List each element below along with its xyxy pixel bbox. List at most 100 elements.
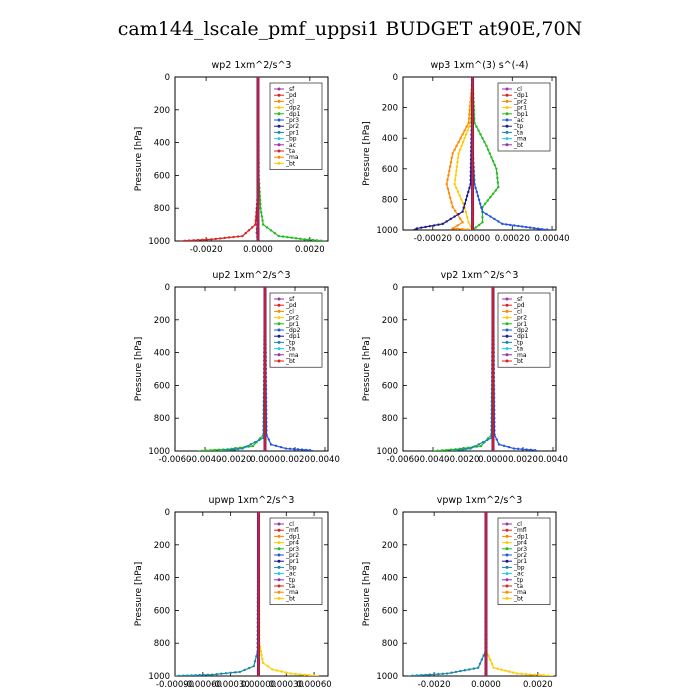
page-title: cam144_lscale_pmf_uppsi1 BUDGET at90E,70…: [117, 18, 583, 40]
series-point: [474, 186, 477, 190]
y-tick-label: 200: [154, 106, 170, 116]
legend: _cl_dp1_pr2_pr1_bp1_ac_tp_ta_ma_bt: [497, 82, 551, 152]
legend-marker: [505, 297, 509, 301]
series-point: [486, 199, 489, 202]
legend-marker: [505, 347, 509, 351]
legend-marker: [505, 137, 509, 141]
legend-marker: [505, 584, 509, 588]
legend-marker: [277, 99, 281, 103]
series-point: [260, 653, 263, 657]
series-point: [238, 670, 242, 674]
x-tick-label: 0.00000: [241, 680, 276, 690]
legend-label: _pr3: [285, 546, 299, 553]
legend-label: _sf: [285, 296, 295, 303]
x-tick-label: -0.0020: [219, 455, 252, 465]
legend-marker: [277, 149, 281, 153]
series-point: [486, 148, 490, 151]
x-tick-label: -0.0060: [387, 455, 420, 465]
series-point: [485, 212, 488, 216]
legend-marker: [505, 596, 509, 600]
y-tick-label: 600: [154, 171, 170, 181]
series-point: [493, 217, 496, 221]
series-point: [200, 449, 203, 451]
series-point: [529, 673, 532, 676]
legend-label: _pr2: [285, 123, 299, 130]
series-point: [286, 235, 289, 239]
series-point: [411, 674, 414, 676]
series-point: [271, 668, 274, 671]
series-point: [445, 448, 448, 451]
y-tick-label: 0: [393, 283, 398, 293]
series-point: [483, 140, 486, 144]
series-point: [545, 228, 549, 230]
series-point: [445, 672, 449, 675]
x-tick-label: 0.00020: [495, 234, 530, 244]
series-point: [267, 438, 270, 441]
series-point: [512, 447, 516, 450]
y-tick-label: 600: [154, 606, 170, 616]
series-point: [420, 226, 423, 229]
x-tick-label: 0.00060: [297, 680, 332, 690]
series-point: [456, 161, 459, 164]
y-tick-label: 800: [382, 414, 398, 424]
legend-label: _pr2: [513, 315, 527, 322]
series-point: [466, 228, 469, 230]
series-point: [261, 657, 264, 661]
series-point: [476, 194, 480, 198]
series-line-bp1: [471, 77, 499, 230]
series-point: [467, 190, 470, 194]
series-point: [496, 181, 500, 184]
series-point: [448, 169, 451, 173]
legend-label: _pd: [513, 302, 525, 309]
legend-marker: [277, 143, 281, 147]
series-point: [467, 221, 470, 224]
series-point: [177, 674, 181, 676]
series-point: [479, 202, 482, 205]
x-tick-label: 0.0040: [310, 455, 340, 465]
series-line-ta: [219, 287, 266, 451]
series-point: [461, 140, 465, 144]
series-point: [281, 235, 285, 238]
x-tick-label: -0.0020: [447, 455, 480, 465]
legend: _sf_pd_cl_pr2_pr1_dp2_dp1_tp_ta_ma_bt: [497, 292, 551, 368]
x-tick-label: -0.0040: [417, 455, 450, 465]
x-tick-label: -0.0040: [189, 455, 222, 465]
series-point: [437, 672, 440, 676]
series-point: [280, 670, 283, 673]
series-point: [488, 152, 491, 155]
legend-label: _bt: [513, 595, 524, 602]
legend-label: _bt: [285, 358, 296, 365]
legend-label: _ma: [285, 589, 299, 596]
y-tick-label: 1000: [148, 237, 170, 247]
series-point: [294, 672, 297, 676]
legend-label: _mfl: [513, 527, 527, 534]
series-point: [474, 226, 478, 229]
series-point: [478, 662, 482, 665]
series-point: [461, 210, 464, 213]
legend-marker: [277, 572, 281, 576]
series-point: [449, 161, 453, 164]
series-point: [217, 448, 221, 451]
series-point: [451, 205, 454, 209]
series-point: [466, 216, 469, 219]
legend-marker: [505, 112, 509, 116]
legend-label: _ta: [285, 583, 295, 590]
series-point: [419, 673, 423, 676]
series-point: [236, 235, 240, 238]
series-point: [261, 219, 264, 222]
legend-label: _ta: [285, 148, 295, 155]
series-point: [260, 215, 264, 218]
series-point: [533, 673, 537, 676]
chart-panel-1: wp2 1xm^2/s^3 Pressure [hPa] 0 200 400 600 800…: [134, 60, 329, 255]
legend-label: _sf: [513, 296, 523, 303]
legend-label: _pr4: [513, 540, 527, 547]
series-point: [450, 671, 453, 674]
legend-marker: [277, 578, 281, 582]
legend: _sf_pd_cl_dp2_dp1_pr3_pr2_pr1_bp_ac_ta_m…: [269, 82, 323, 170]
legend-marker: [505, 303, 509, 307]
chart-panel-4: vp2 1xm^2/s^3 Pressure [hPa] 0 200 400 600 800…: [362, 270, 568, 465]
series-point: [492, 666, 495, 669]
series-point: [227, 448, 231, 451]
series-point: [493, 163, 496, 167]
x-tick-label: 0.0040: [538, 455, 568, 465]
